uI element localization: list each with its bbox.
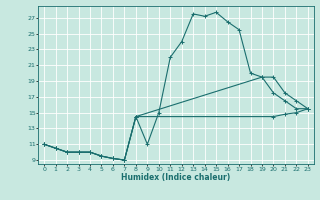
X-axis label: Humidex (Indice chaleur): Humidex (Indice chaleur) xyxy=(121,173,231,182)
